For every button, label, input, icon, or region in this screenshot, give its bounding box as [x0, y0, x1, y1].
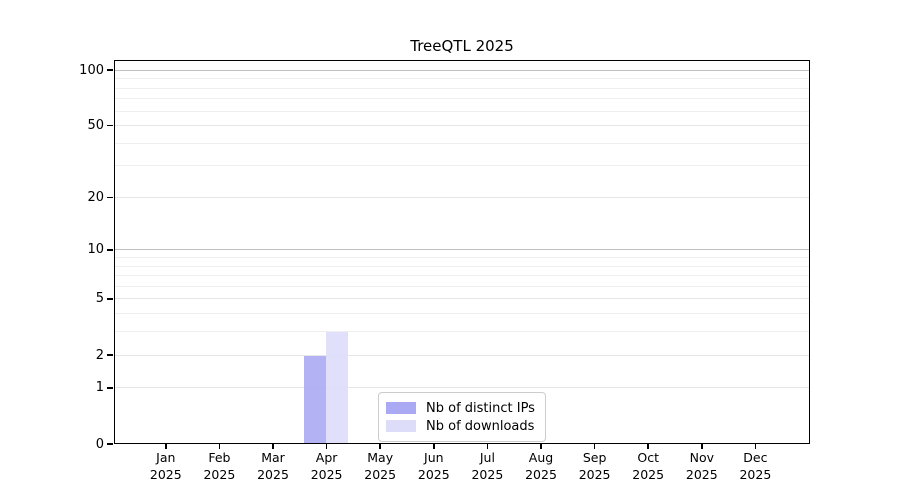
gridline-y-100 — [115, 69, 809, 71]
x-tick-label-feb: Feb 2025 — [187, 450, 251, 483]
y-tick-1 — [107, 387, 113, 389]
x-tick-month-text: May — [367, 450, 394, 465]
x-tick-may — [379, 444, 381, 449]
x-tick-jan — [165, 444, 167, 449]
gridline-y-50 — [115, 125, 809, 127]
x-tick-month-text: Jan — [156, 450, 176, 465]
x-tick-month-text: Mar — [261, 450, 285, 465]
x-tick-month-text: Oct — [637, 450, 659, 465]
gridline-y-20 — [115, 196, 809, 198]
x-tick-label-dec: Dec 2025 — [723, 450, 787, 483]
bar-apr-downloads — [326, 332, 349, 443]
minor-gridline-y-40 — [115, 142, 809, 144]
x-tick-month-text: Nov — [689, 450, 714, 465]
x-tick-label-mar: Mar 2025 — [241, 450, 305, 483]
y-tick-100 — [107, 69, 113, 71]
gridline-y-1 — [115, 387, 809, 389]
x-tick-month-text: Dec — [743, 450, 768, 465]
minor-gridline-y-8 — [115, 265, 809, 267]
y-tick-label-2: 2 — [95, 347, 104, 363]
legend-item-distinct-ips: Nb of distinct IPs — [386, 400, 537, 416]
x-tick-year-text: 2025 — [364, 466, 397, 482]
x-tick-feb — [218, 444, 221, 449]
minor-gridline-y-70 — [115, 98, 809, 100]
x-tick-year-text: 2025 — [149, 466, 182, 482]
x-tick-year-text: 2025 — [739, 466, 772, 482]
legend: Nb of distinct IPs Nb of downloads — [378, 392, 546, 442]
x-tick-label-jul: Jul 2025 — [455, 450, 519, 483]
x-tick-oct — [647, 444, 649, 449]
y-tick-label-0: 0 — [95, 436, 104, 452]
minor-gridline-y-4 — [115, 313, 809, 315]
x-tick-dec — [754, 444, 757, 449]
y-tick-label-50: 50 — [87, 118, 104, 134]
y-tick-50 — [107, 124, 113, 127]
y-tick-10 — [107, 249, 113, 251]
x-tick-label-jun: Jun 2025 — [402, 450, 466, 483]
x-tick-label-may: May 2025 — [348, 450, 412, 483]
minor-gridline-y-7 — [115, 275, 809, 277]
y-tick-label-5: 5 — [95, 291, 104, 307]
y-tick-label-10: 10 — [87, 242, 104, 258]
x-tick-month-text: Feb — [208, 450, 231, 465]
x-tick-year-text: 2025 — [471, 466, 504, 482]
legend-label-downloads: Nb of downloads — [426, 418, 535, 434]
x-tick-month-text: Jun — [424, 450, 444, 465]
gridline-y-2 — [115, 354, 809, 356]
x-tick-mar — [272, 444, 274, 449]
minor-gridline-y-30 — [115, 165, 809, 167]
x-tick-year-text: 2025 — [203, 466, 236, 482]
x-tick-year-text: 2025 — [257, 466, 289, 482]
x-tick-sep — [593, 444, 596, 449]
x-tick-nov — [701, 444, 703, 449]
x-tick-month-text: Jul — [479, 450, 495, 465]
x-tick-jun — [433, 444, 435, 449]
legend-swatch-distinct-ips-icon — [386, 402, 416, 414]
gridline-y-10 — [115, 249, 809, 251]
x-tick-month-text: Sep — [582, 450, 607, 465]
x-tick-year-text: 2025 — [310, 466, 343, 482]
legend-label-distinct-ips: Nb of distinct IPs — [426, 400, 535, 416]
x-tick-label-jan: Jan 2025 — [134, 450, 198, 483]
minor-gridline-y-90 — [115, 78, 809, 80]
y-tick-label-100: 100 — [79, 62, 104, 78]
x-tick-month-text: Apr — [315, 450, 338, 465]
x-tick-label-apr: Apr 2025 — [295, 450, 359, 483]
x-tick-label-nov: Nov 2025 — [670, 450, 734, 483]
legend-swatch-downloads-icon — [386, 420, 416, 432]
minor-gridline-y-9 — [115, 257, 809, 258]
y-tick-label-1: 1 — [95, 380, 104, 396]
x-tick-year-text: 2025 — [417, 466, 450, 482]
minor-gridline-y-6 — [115, 285, 809, 287]
y-tick-20 — [107, 196, 113, 199]
x-tick-label-aug: Aug 2025 — [509, 450, 573, 483]
x-tick-year-text: 2025 — [525, 466, 557, 482]
x-tick-year-text: 2025 — [685, 466, 718, 482]
minor-gridline-y-80 — [115, 87, 809, 89]
x-tick-apr — [325, 444, 328, 449]
bar-apr-distinct-ips — [304, 355, 327, 443]
x-tick-aug — [540, 444, 542, 449]
x-tick-jul — [486, 444, 489, 449]
y-tick-5 — [107, 298, 113, 300]
x-tick-year-text: 2025 — [632, 466, 665, 482]
minor-gridline-y-60 — [115, 110, 809, 112]
x-tick-label-oct: Oct 2025 — [616, 450, 680, 483]
minor-gridline-y-3 — [115, 331, 809, 333]
y-tick-0 — [107, 443, 113, 445]
legend-item-downloads: Nb of downloads — [386, 418, 537, 434]
gridline-y-5 — [115, 298, 809, 300]
x-tick-year-text: 2025 — [578, 466, 611, 482]
x-tick-month-text: Aug — [528, 450, 554, 465]
y-tick-label-20: 20 — [87, 189, 104, 205]
chart-title: TreeQTL 2025 — [410, 37, 514, 55]
plot-area — [114, 60, 810, 444]
x-tick-label-sep: Sep 2025 — [563, 450, 627, 483]
y-tick-2 — [107, 354, 113, 356]
